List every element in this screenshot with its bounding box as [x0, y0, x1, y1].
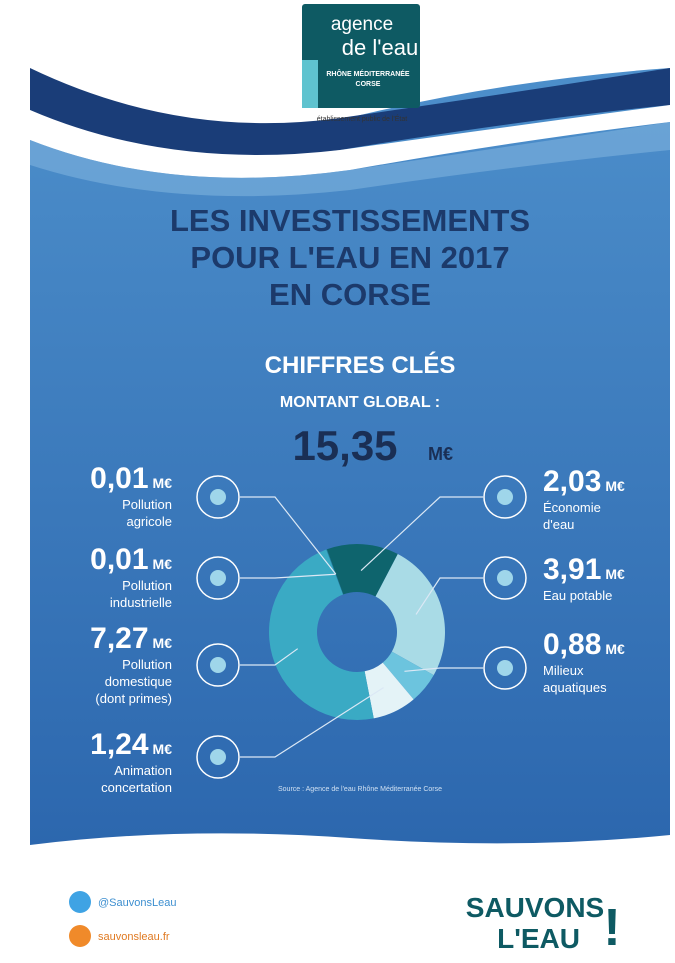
category-icon [196, 556, 240, 600]
leader-line [415, 577, 483, 615]
value-row: 0,88 M€ [543, 628, 653, 662]
leader-line [240, 496, 337, 575]
value-label: 1,24 [90, 728, 149, 761]
unit-label: M€ [152, 741, 172, 757]
category-label: Économie d'eau [543, 500, 601, 532]
category-block: 0,01 M€ Pollution agricole [52, 462, 172, 530]
subtitle: CHIFFRES CLÉS [265, 351, 456, 379]
category-block: 3,91 M€ Eau potable [543, 553, 653, 604]
leader-line [360, 496, 483, 571]
icon-glyph [210, 570, 226, 586]
category-icon [483, 475, 527, 519]
value-row: 3,91 M€ [543, 553, 653, 587]
icon-glyph [210, 489, 226, 505]
slogan: SAUVONS [466, 892, 604, 923]
value-label: 0,88 [543, 628, 602, 661]
headline: POUR L'EAU EN 2017 [190, 240, 509, 275]
value-row: 7,27 M€ [52, 622, 172, 656]
leader-line [240, 687, 384, 758]
category-label: Animation concertation [101, 763, 172, 795]
category-block: 1,24 M€ Animation concertation [52, 728, 172, 796]
icon-glyph [210, 657, 226, 673]
value-label: 3,91 [543, 553, 602, 586]
icon-glyph [497, 570, 513, 586]
twitter-handle[interactable]: @SauvonsLeau [98, 897, 176, 909]
slogan-mark: ! [603, 899, 620, 957]
value-label: 0,01 [90, 543, 149, 576]
value-row: 2,03 M€ [543, 465, 653, 499]
wave-dark [30, 68, 670, 157]
category-label: Eau potable [543, 588, 613, 603]
total-unit: M€ [428, 444, 453, 464]
unit-label: M€ [605, 478, 625, 494]
category-label: Pollution domestique (dont primes) [95, 657, 172, 706]
category-icon [483, 646, 527, 690]
donut-slice [326, 549, 344, 595]
category-block: 0,01 M€ Pollution industrielle [52, 543, 172, 611]
logo-text: agence [331, 14, 393, 35]
value-row: 0,01 M€ [52, 462, 172, 496]
category-block: 7,27 M€ Pollution domestique (dont primes) [52, 622, 172, 707]
unit-label: M€ [605, 641, 625, 657]
wave-white [30, 105, 670, 178]
slogan: L'EAU [497, 923, 580, 954]
website[interactable]: sauvonsleau.fr [98, 931, 170, 943]
unit-label: M€ [152, 556, 172, 572]
wave-light [30, 122, 670, 197]
value-label: 0,01 [90, 462, 149, 495]
category-icon [196, 475, 240, 519]
category-icon [196, 643, 240, 687]
unit-label: M€ [605, 566, 625, 582]
category-block: 2,03 M€ Économie d'eau [543, 465, 653, 533]
icon-glyph [497, 660, 513, 676]
logo-tagline: établissement public de l'État [317, 114, 407, 123]
logo-box [302, 4, 420, 108]
source: Source : Agence de l'eau Rhône Méditerra… [278, 786, 442, 793]
total: 15,35 [292, 422, 397, 469]
value-label: 2,03 [543, 465, 602, 498]
logo-text: de l'eau [342, 35, 418, 60]
headline: EN CORSE [269, 277, 431, 312]
donut-slice [375, 554, 445, 676]
donut-slice [382, 651, 434, 700]
sea-panel [30, 68, 670, 845]
total-label: MONTANT GLOBAL : [280, 394, 440, 411]
leader-line [404, 667, 483, 672]
donut-slice [326, 544, 398, 597]
value-row: 1,24 M€ [52, 728, 172, 762]
icon-glyph [210, 749, 226, 765]
logo-text: RHÔNE MÉDITERRANÉE [326, 69, 410, 78]
value-row: 0,01 M€ [52, 543, 172, 577]
unit-label: M€ [152, 475, 172, 491]
category-label: Pollution agricole [122, 497, 172, 529]
leader-line [240, 573, 336, 579]
leader-line [240, 648, 299, 666]
logo-text: CORSE [356, 81, 381, 88]
web-icon [69, 925, 91, 947]
value-label: 7,27 [90, 622, 149, 655]
category-icon [196, 735, 240, 779]
headline: LES INVESTISSEMENTS [170, 203, 530, 238]
donut-slice [268, 549, 374, 721]
category-block: 0,88 M€ Milieux aquatiques [543, 628, 653, 696]
twitter-icon [69, 891, 91, 913]
icon-glyph [497, 489, 513, 505]
donut-slice [364, 662, 414, 719]
category-label: Milieux aquatiques [543, 663, 607, 695]
category-label: Pollution industrielle [109, 578, 172, 610]
logo-accent [302, 60, 318, 108]
category-icon [483, 556, 527, 600]
unit-label: M€ [152, 635, 172, 651]
